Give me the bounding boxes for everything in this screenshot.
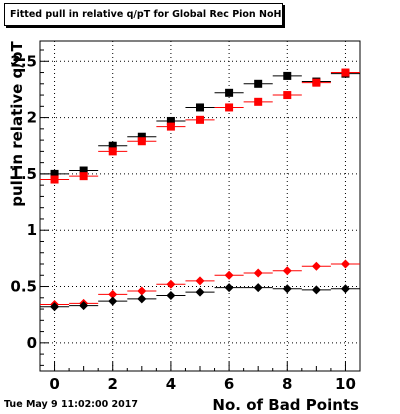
- axes: 0 2 4 6 8 10 0 0.5 1 1.5 2 2.5: [10, 49, 356, 393]
- data-point: [79, 166, 88, 175]
- data-point: [253, 268, 263, 278]
- x-tick-label: 0: [49, 375, 59, 393]
- y-tick-label: 1: [27, 221, 37, 239]
- data-point: [340, 284, 350, 294]
- data-point: [137, 137, 146, 146]
- data-point: [108, 141, 117, 150]
- data-point: [253, 283, 263, 293]
- x-tick-label: 6: [224, 375, 234, 393]
- x-tick-label: 10: [335, 375, 356, 393]
- series-3: [40, 259, 360, 310]
- data-point: [166, 291, 176, 301]
- data-point: [166, 122, 175, 131]
- data-point: [108, 147, 117, 156]
- data-points: [40, 68, 360, 312]
- data-point: [254, 97, 263, 106]
- data-point: [341, 68, 350, 77]
- y-tick-label: 0.5: [10, 278, 37, 296]
- y-tick-label: 1.5: [10, 165, 37, 183]
- data-point: [137, 286, 147, 296]
- data-point: [195, 276, 205, 286]
- data-point: [196, 115, 204, 124]
- plot-frame: [39, 40, 361, 372]
- data-point: [166, 279, 176, 289]
- data-point: [224, 283, 234, 293]
- x-tick-label: 8: [282, 375, 292, 393]
- data-point: [195, 287, 205, 297]
- data-point: [108, 289, 118, 299]
- y-tick-label: 2: [27, 109, 37, 127]
- data-point: [312, 78, 321, 87]
- x-tick-label: 2: [108, 375, 118, 393]
- data-point: [79, 172, 88, 181]
- series-2: [40, 68, 360, 184]
- timestamp: Tue May 9 11:02:00 2017: [4, 399, 138, 410]
- data-point: [108, 296, 118, 306]
- data-point: [225, 88, 234, 97]
- data-point: [283, 91, 292, 100]
- data-point: [282, 284, 292, 294]
- y-tick-label: 2.5: [10, 52, 37, 70]
- chart-title: Fitted pull in relative q/pT for Global …: [4, 3, 283, 26]
- data-point: [311, 261, 321, 271]
- data-point: [254, 79, 263, 88]
- grid: [40, 41, 360, 371]
- data-point: [50, 302, 60, 312]
- data-point: [137, 294, 147, 304]
- data-point: [340, 259, 350, 269]
- x-axis-label: No. of Bad Points: [212, 396, 359, 414]
- data-point: [50, 169, 59, 178]
- y-axis-label: pull in relative q/pT: [8, 41, 26, 207]
- x-tick-label: 4: [166, 375, 176, 393]
- data-point: [224, 270, 234, 280]
- data-point: [311, 285, 321, 295]
- data-point: [50, 175, 59, 184]
- data-point: [283, 71, 292, 80]
- data-point: [225, 103, 234, 112]
- y-tick-label: 0: [27, 334, 37, 352]
- data-point: [166, 116, 175, 125]
- data-point: [79, 301, 89, 311]
- series-4: [40, 283, 360, 312]
- data-point: [196, 103, 204, 112]
- data-point: [282, 266, 292, 276]
- data-point: [137, 132, 146, 141]
